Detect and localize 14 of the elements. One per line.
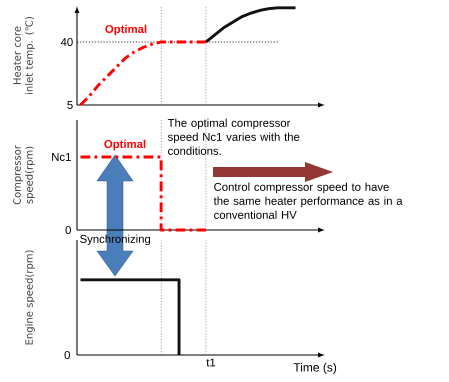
text: Optimal <box>104 140 146 150</box>
y-axis-title: Compressor speed(rpm) <box>13 145 35 204</box>
annotation: Control compressor speed to have the same heater performance as in a conventional HV <box>214 182 403 219</box>
y-tick-label: 5 <box>67 101 73 109</box>
text: 0 <box>66 226 71 234</box>
text: 0 <box>64 350 70 360</box>
text: t1 <box>206 358 216 366</box>
x-axis-title: Time (s) <box>294 362 336 374</box>
y-axis-title: Engine speed(rpm) <box>25 250 35 344</box>
text: The optimal compressor speed Nc1 varies with the conditions. <box>168 118 300 155</box>
text: Nc1 <box>52 153 71 161</box>
y-tick-label: 40 <box>60 38 73 46</box>
y-axis-title: Heater core inlet temp. (℃) <box>13 17 35 94</box>
annotation: Optimal <box>105 24 146 36</box>
